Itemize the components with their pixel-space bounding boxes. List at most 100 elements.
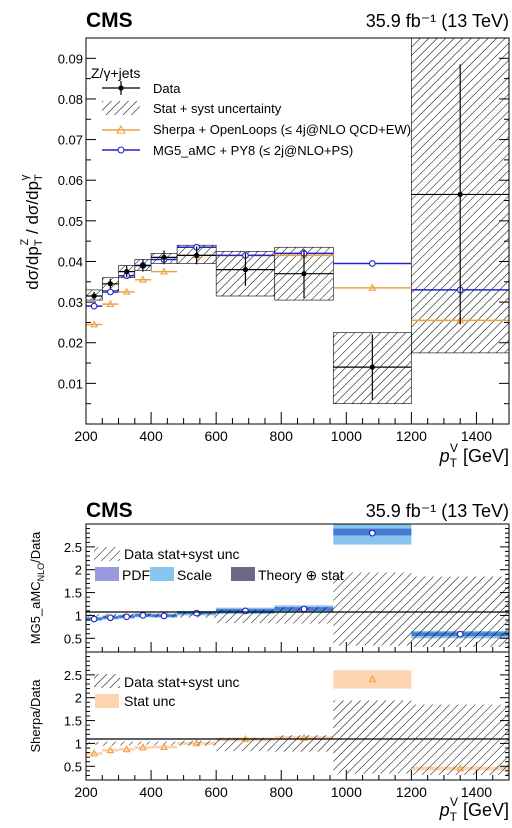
sherpa-ratio-marker xyxy=(122,744,131,753)
data-point xyxy=(124,269,130,275)
legend-stat-unc-swatch xyxy=(95,694,119,708)
data-unc-band xyxy=(333,572,412,646)
sherpa-marker xyxy=(122,287,131,295)
y-axis-label: dσ/dpTZ / dσ/dpTγ xyxy=(19,174,45,290)
mg5-ratio-marker xyxy=(160,612,168,620)
sherpa-ratio-legend: Data stat+syst unc Stat unc xyxy=(94,674,240,709)
y-tick-label: 2 xyxy=(75,563,82,578)
y-tick-label: 0.07 xyxy=(58,133,83,148)
sherpa-marker xyxy=(368,283,377,291)
sherpa-ratio-x-axis: 200 400 600 800 1000 1200 1400 xyxy=(74,770,510,800)
y-tick-label: 0.5 xyxy=(64,759,82,774)
x-axis-label: pTV [GeV] xyxy=(439,441,509,470)
mg5-ratio-panel: CMS 35.9 fb⁻¹ (13 TeV) 0.5 1 1.5 2 2.5 MG5_a… xyxy=(28,499,510,653)
main-panel: CMS 35.9 fb⁻¹ (13 TeV) 0.010.020.030.040… xyxy=(19,9,510,470)
sherpa-marker xyxy=(139,275,147,283)
sherpa-ratio-marker xyxy=(300,733,308,741)
data-point xyxy=(194,252,200,258)
stat-unc-band xyxy=(86,752,103,755)
legend-data-unc-label-bottom: Data stat+syst unc xyxy=(124,674,240,690)
stat-unc-band xyxy=(151,745,178,749)
legend-sherpa-label: Sherpa + OpenLoops (≤ 4j@NLO QCD+EW) xyxy=(153,122,411,137)
legend-pdf-label: PDF xyxy=(122,567,150,583)
x-tick-label: 800 xyxy=(270,784,294,800)
legend-theory-swatch xyxy=(231,567,255,581)
legend-uncertainty: Stat + syst uncertainty xyxy=(102,101,282,116)
data-unc-band xyxy=(333,700,412,774)
data-unc-band xyxy=(102,741,119,746)
lumi-label: 35.9 fb⁻¹ (13 TeV) xyxy=(366,11,509,31)
data-unc-band xyxy=(274,607,334,624)
stat-unc-band xyxy=(134,746,152,749)
data-unc-band xyxy=(216,737,275,752)
y-tick-label: 1 xyxy=(75,608,82,623)
mg5-marker xyxy=(90,302,98,310)
legend-pdf-swatch xyxy=(95,567,119,581)
sherpa-ratio-y-axis: 0.5 1 1.5 2 2.5 xyxy=(64,656,509,776)
x-tick-label: 400 xyxy=(139,428,163,444)
x-tick-label: 600 xyxy=(204,428,228,444)
cms-label-ratio: CMS xyxy=(86,499,133,522)
legend-uncertainty-label: Stat + syst uncertainty xyxy=(153,101,282,116)
data-unc-band xyxy=(274,735,334,752)
uncertainty-bands xyxy=(85,37,510,404)
sherpa-marker xyxy=(106,299,115,307)
sherpa-ratio-marker xyxy=(139,743,147,751)
mg5-marker xyxy=(368,260,376,267)
mg5-ratio-legend: Data stat+syst unc PDF Scale Theory ⊕ st… xyxy=(94,546,344,583)
sherpa-ratio-y-label: Sherpa/Data xyxy=(28,679,43,753)
mg5-ratio-x-ticks xyxy=(85,642,510,652)
data-point xyxy=(242,267,249,273)
legend-data-unc-swatch-bottom xyxy=(94,674,120,688)
x-tick-label: 1200 xyxy=(396,428,427,444)
mg5-series xyxy=(86,243,509,310)
x-tick-label: 400 xyxy=(139,784,163,800)
mg5-marker xyxy=(107,288,114,296)
x-tick-label: 800 xyxy=(270,428,294,444)
mg5-ratio-y-label: MG5_aMCNLO/Data xyxy=(28,531,46,644)
stat-unc-band xyxy=(118,748,135,751)
x-tick-label: 1400 xyxy=(461,784,492,800)
mg5-ratio-marker xyxy=(456,630,464,638)
y-tick-label: 1.5 xyxy=(64,586,82,601)
mg5-ratio-marker xyxy=(107,614,114,622)
data-series xyxy=(86,64,509,400)
data-point xyxy=(161,254,167,261)
process-label: Z/γ+jets xyxy=(91,65,140,81)
mg5-ratio-marker xyxy=(139,612,147,619)
legend-mg5-label: MG5_aMC + PY8 (≤ 2j@NLO+PS) xyxy=(153,143,353,158)
cms-label: CMS xyxy=(86,9,133,32)
data-unc-band xyxy=(118,741,135,746)
x-tick-label: 1000 xyxy=(331,784,362,800)
data-point xyxy=(107,281,114,287)
x-axis: 200 400 600 800 1000 1200 1400 xyxy=(74,412,510,444)
stat-unc-band xyxy=(333,670,412,689)
y-axis: 0.01 0.02 0.03 0.04 0.05 0.06 0.07 0.08 0.09 xyxy=(58,51,509,405)
legend-data-label: Data xyxy=(153,81,181,96)
y-tick-label: 2.5 xyxy=(64,540,82,555)
legend-scale-label: Scale xyxy=(177,567,212,583)
lumi-label-ratio: 35.9 fb⁻¹ (13 TeV) xyxy=(366,501,509,521)
x-tick-label: 200 xyxy=(74,784,98,800)
legend-stat-unc-label: Stat unc xyxy=(124,693,175,709)
legend-theory-label: Theory ⊕ stat xyxy=(258,567,344,583)
y-tick-label: 0.05 xyxy=(58,214,83,229)
y-tick-label: 0.01 xyxy=(58,376,83,391)
y-tick-label: 0.5 xyxy=(64,631,82,646)
legend-mg5: MG5_aMC + PY8 (≤ 2j@NLO+PS) xyxy=(102,143,353,158)
data-unc-band xyxy=(411,704,509,775)
sherpa-ratio-marker xyxy=(90,749,99,757)
x-tick-label: 1400 xyxy=(461,428,492,444)
x-tick-label: 1200 xyxy=(396,784,427,800)
y-tick-label: 2.5 xyxy=(64,668,82,683)
stat-unc-band xyxy=(102,748,119,752)
x-tick-label: 1000 xyxy=(331,428,362,444)
data-unc-band xyxy=(177,740,217,746)
y-tick-label: 0.09 xyxy=(58,51,83,66)
data-point xyxy=(369,364,375,370)
mg5-ratio-marker xyxy=(193,609,200,617)
sherpa-ratio-marker xyxy=(192,738,201,747)
mg5-ratio-marker xyxy=(123,613,131,621)
legend: Z/γ+jets Data Stat + syst uncertainty Sh… xyxy=(91,65,411,158)
